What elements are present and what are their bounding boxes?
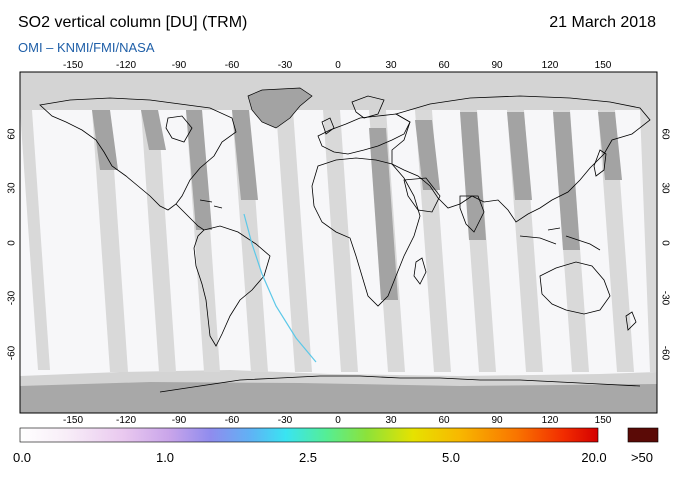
lon-tick-bottom: -150 [62, 415, 84, 426]
australia-coast [539, 261, 611, 315]
colorbar-label: 0.0 [12, 450, 32, 465]
colorbar-label: 2.5 [298, 450, 318, 465]
antarctica-coast [159, 375, 641, 393]
hudson-bay [165, 115, 193, 143]
arctic-no-data [20, 72, 657, 110]
lon-tick-bottom: 30 [385, 415, 397, 426]
asia-coast [391, 95, 651, 223]
lat-tick-left: -30 [6, 290, 18, 306]
data-credit: OMI – KNMI/FMI/NASA [18, 40, 155, 55]
scandinavia [351, 95, 385, 119]
colorbar-label: 5.0 [441, 450, 461, 465]
colorbar-over-label: >50 [630, 450, 654, 465]
colorbar-over-swatch [627, 427, 659, 443]
lon-tick-top: -120 [115, 60, 137, 71]
antarctic-dark-band [20, 382, 657, 413]
colorbar-label: 20.0 [581, 450, 607, 465]
lat-tick-right: 0 [659, 240, 671, 246]
lat-tick-right: 60 [659, 128, 671, 140]
lon-tick-bottom: 120 [541, 415, 559, 426]
so2-track [243, 213, 317, 363]
caribbean [199, 199, 223, 209]
lon-tick-top: 150 [594, 60, 612, 71]
arabia [403, 177, 441, 213]
greenland [247, 87, 313, 129]
lon-tick-top: -30 [277, 60, 293, 71]
colorbar-gradient [19, 427, 599, 443]
lat-tick-right: -60 [659, 345, 671, 361]
africa-coast [311, 157, 421, 307]
lon-tick-bottom: -60 [224, 415, 240, 426]
lon-tick-bottom: 0 [335, 415, 341, 426]
orbit-gaps-light [20, 110, 657, 372]
british-isles [321, 117, 335, 135]
north-america-coast [39, 97, 237, 211]
central-america [175, 203, 205, 231]
lon-tick-bottom: -120 [115, 415, 137, 426]
japan [593, 149, 607, 177]
lon-tick-top: 30 [385, 60, 397, 71]
lon-tick-top: -60 [224, 60, 240, 71]
map-frame [19, 71, 658, 414]
lon-tick-top: 90 [491, 60, 503, 71]
lon-tick-top: 0 [335, 60, 341, 71]
lon-tick-bottom: -30 [277, 415, 293, 426]
madagascar [413, 257, 427, 285]
lat-tick-left: 30 [6, 182, 18, 194]
lat-tick-right: 30 [659, 182, 671, 194]
lon-tick-bottom: 150 [594, 415, 612, 426]
continents [39, 95, 651, 393]
lat-tick-left: 0 [6, 240, 18, 246]
new-zealand [625, 311, 637, 331]
map-title: SO2 vertical column [DU] (TRM) [18, 14, 248, 31]
lon-tick-bottom: 60 [438, 415, 450, 426]
orbit-gaps-land [92, 110, 622, 300]
lon-tick-bottom: 90 [491, 415, 503, 426]
europe-coast [317, 113, 411, 155]
india [459, 195, 485, 233]
lon-tick-top: -150 [62, 60, 84, 71]
lon-tick-top: 60 [438, 60, 450, 71]
lon-tick-top: 120 [541, 60, 559, 71]
colorbar-label: 1.0 [155, 450, 175, 465]
map-date: 21 March 2018 [549, 14, 656, 31]
south-america-coast [193, 225, 271, 347]
lat-tick-left: -60 [6, 345, 18, 361]
lat-tick-right: -30 [659, 290, 671, 306]
lon-tick-bottom: -90 [171, 415, 187, 426]
southeast-asia-islands [519, 227, 601, 251]
lon-tick-top: -90 [171, 60, 187, 71]
lat-tick-left: 60 [6, 128, 18, 140]
